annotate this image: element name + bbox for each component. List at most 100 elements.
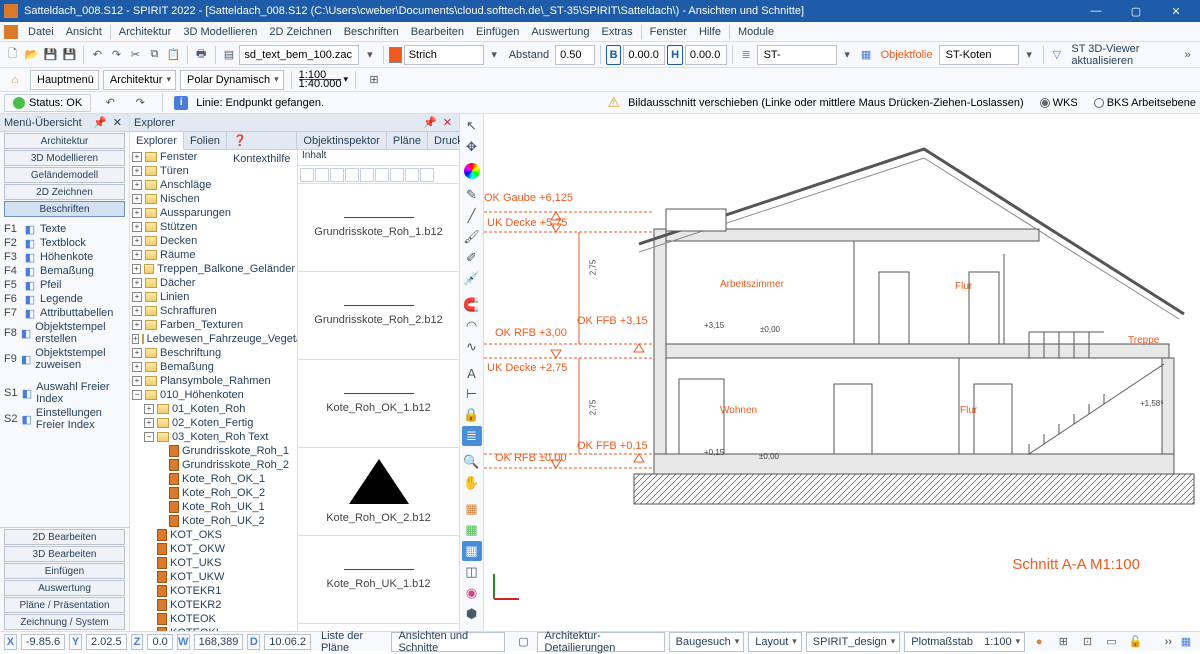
layer-icon[interactable]: ≣: [738, 44, 755, 66]
tree-node[interactable]: Kote_Roh_UK_2: [130, 514, 297, 528]
plot-combo[interactable]: Plotmaßstab 1:100▾: [904, 632, 1025, 652]
tab-kontexthilfe[interactable]: ❓ Kontexthilfe: [227, 132, 297, 149]
category-2[interactable]: Geländemodell: [4, 167, 125, 183]
copy-icon[interactable]: ⧉: [146, 44, 163, 66]
bottom-btn-0[interactable]: 2D Bearbeiten: [4, 529, 125, 545]
tree-node[interactable]: +Nischen: [130, 192, 297, 206]
open-file-icon[interactable]: 📂: [23, 44, 40, 66]
detail-combo[interactable]: Architektur-Detailierungen: [537, 632, 664, 652]
fkey-F4[interactable]: F4◧Bemaßung: [4, 264, 125, 278]
new-file-icon[interactable]: 🗋: [4, 44, 21, 66]
panel-close-icon[interactable]: ✕: [110, 117, 125, 129]
pv-icon[interactable]: [300, 168, 314, 182]
bottom-btn-3[interactable]: Auswertung: [4, 580, 125, 596]
tree-node[interactable]: −010_Höhenkoten: [130, 388, 297, 402]
filename-dropdown-icon[interactable]: ▾: [361, 44, 378, 66]
text-icon[interactable]: A: [462, 363, 482, 383]
file-type-icon[interactable]: ▤: [220, 44, 237, 66]
redo2-icon[interactable]: ↷: [129, 92, 151, 114]
fkey-F7[interactable]: F7◧Attributtabellen: [4, 306, 125, 320]
tree-node[interactable]: +Treppen_Balkone_Geländer: [130, 262, 297, 276]
view2-icon[interactable]: ▦: [462, 520, 482, 540]
bottom-btn-2[interactable]: Einfügen: [4, 563, 125, 579]
layers-icon[interactable]: ≣: [462, 426, 482, 446]
tree-node[interactable]: +Plansymbole_Rahmen: [130, 374, 297, 388]
tree-node[interactable]: KOT_OKW: [130, 542, 297, 556]
tree-node[interactable]: +Fenster: [130, 150, 297, 164]
baug-combo[interactable]: Baugesuch▾: [669, 632, 745, 652]
st-dropdown-icon[interactable]: ▾: [839, 44, 856, 66]
magnet-icon[interactable]: 🧲: [462, 295, 482, 315]
tree-node[interactable]: KOT_UKW: [130, 570, 297, 584]
tree-node[interactable]: KOTEOK: [130, 612, 297, 626]
tree-node[interactable]: Kote_Roh_OK_2: [130, 486, 297, 500]
menu-extras[interactable]: Extras: [595, 22, 638, 42]
tree-node[interactable]: +Aussparungen: [130, 206, 297, 220]
pen-icon[interactable]: ✐: [462, 248, 482, 268]
sb-icon2[interactable]: ⊞: [1053, 631, 1073, 653]
grid-icon[interactable]: ⊞: [363, 69, 385, 91]
explorer-pin-icon[interactable]: 📌: [420, 117, 440, 129]
category-1[interactable]: 3D Modellieren: [4, 150, 125, 166]
tree-node[interactable]: +01_Koten_Roh: [130, 402, 297, 416]
redo-icon[interactable]: ↷: [108, 44, 125, 66]
fkey-F6[interactable]: F6◧Legende: [4, 292, 125, 306]
bottom-btn-4[interactable]: Pläne / Präsentation: [4, 597, 125, 613]
menu-3d modellieren[interactable]: 3D Modellieren: [177, 22, 263, 42]
objfolie-icon[interactable]: ▦: [858, 44, 875, 66]
save-icon[interactable]: 💾: [42, 44, 59, 66]
fkey-F8[interactable]: F8◧Objektstempel erstellen: [4, 320, 125, 346]
tree-node[interactable]: +Anschläge: [130, 178, 297, 192]
explorer-close-icon[interactable]: ✕: [440, 117, 455, 129]
preview-cell[interactable]: Grundrisskote_Roh_2.b12: [298, 272, 459, 360]
color-wheel-icon[interactable]: [464, 163, 480, 179]
tab-explorer[interactable]: Explorer: [130, 132, 184, 150]
tree-node[interactable]: +Türen: [130, 164, 297, 178]
sb-icon3[interactable]: ⊡: [1077, 631, 1097, 653]
menu-datei[interactable]: Datei: [22, 22, 60, 42]
tree-node[interactable]: KOT_UKS: [130, 556, 297, 570]
view4-icon[interactable]: ◫: [462, 562, 482, 582]
arc-icon[interactable]: ◠: [462, 316, 482, 336]
tree-node[interactable]: +02_Koten_Fertig: [130, 416, 297, 430]
undo2-icon[interactable]: ↶: [99, 92, 121, 114]
drawing-canvas[interactable]: OK Gaube +6,125UK Decke +5,75OK FFB +3,1…: [484, 114, 1200, 631]
linetype-input[interactable]: [404, 45, 484, 65]
fkey-S2[interactable]: S2◧Einstellungen Freier Index: [4, 406, 125, 432]
maximize-button[interactable]: ▢: [1116, 0, 1156, 22]
menu-auswertung[interactable]: Auswertung: [525, 22, 595, 42]
close-button[interactable]: ✕: [1156, 0, 1196, 22]
tab-pläne[interactable]: Pläne: [387, 132, 428, 149]
tree-node[interactable]: Grundrisskote_Roh_2: [130, 458, 297, 472]
hauptmenu-combo[interactable]: Hauptmenü: [30, 70, 99, 90]
tree-node[interactable]: Kote_Roh_UK_1: [130, 500, 297, 514]
st-layer[interactable]: ST-: [757, 45, 837, 65]
tree-node[interactable]: KOTEKR1: [130, 584, 297, 598]
zoom-icon[interactable]: 🔍: [462, 452, 482, 472]
preview-cell[interactable]: Kote_Roh_UK_1.b12: [298, 536, 459, 624]
viewer-icon[interactable]: ▽: [1048, 44, 1065, 66]
preview-cell[interactable]: Grundrisskote_Roh_1.b12: [298, 184, 459, 272]
preview-cell[interactable]: Kote_Roh_OK_1.b12: [298, 360, 459, 448]
tab-folien[interactable]: Folien: [184, 132, 227, 149]
h-button[interactable]: H: [667, 45, 683, 65]
tree-node[interactable]: Grundrisskote_Roh_1: [130, 444, 297, 458]
print-icon[interactable]: 🖶: [193, 44, 210, 66]
explorer-tree[interactable]: +Fenster+Türen+Anschläge+Nischen+Ausspar…: [130, 150, 298, 631]
category-0[interactable]: Architektur: [4, 133, 125, 149]
tree-node[interactable]: +Lebewesen_Fahrzeuge_Vegetation: [130, 332, 297, 346]
menu-hilfe[interactable]: Hilfe: [693, 22, 727, 42]
pin-icon[interactable]: 📌: [90, 117, 110, 129]
fkey-F2[interactable]: F2◧Textblock: [4, 236, 125, 250]
tree-node[interactable]: −03_Koten_Roh Text: [130, 430, 297, 444]
tree-node[interactable]: +Decken: [130, 234, 297, 248]
b-input[interactable]: [623, 45, 665, 65]
menu-beschriften[interactable]: Beschriften: [338, 22, 405, 42]
tree-node[interactable]: +Schraffuren: [130, 304, 297, 318]
category-3[interactable]: 2D Zeichnen: [4, 184, 125, 200]
fkey-F3[interactable]: F3◧Höhenkote: [4, 250, 125, 264]
menu-module[interactable]: Module: [732, 22, 780, 42]
tree-node[interactable]: KOTEKR2: [130, 598, 297, 612]
h-input[interactable]: [685, 45, 727, 65]
architektur-combo[interactable]: Architektur▾: [103, 70, 176, 90]
